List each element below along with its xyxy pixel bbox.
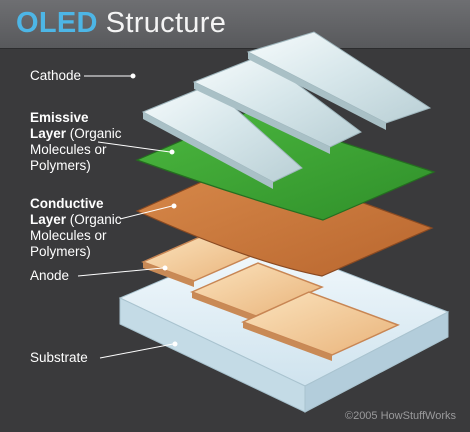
- conductive-polymers: Polymers): [30, 244, 91, 259]
- conductive-leader: [119, 205, 173, 220]
- emissive-layer-label: Emissive Layer (Organic Molecules or Pol…: [30, 110, 122, 174]
- copyright-notice: ©2005 HowStuffWorks: [344, 410, 456, 422]
- leader-lines: [77, 73, 178, 359]
- conductive-title: Conductive: [30, 196, 104, 211]
- conductive-layer-label: Conductive Layer (Organic Molecules or P…: [30, 196, 122, 260]
- substrate-label: Substrate: [30, 350, 88, 365]
- conductive-molecules: Molecules or: [30, 228, 107, 243]
- emissive-molecules: Molecules or: [30, 142, 107, 157]
- substrate-leader: [99, 343, 174, 359]
- anode-layer: [141, 232, 400, 361]
- cathode-dot: [130, 73, 136, 79]
- anode-leader: [77, 267, 164, 277]
- title-bar: OLED Structure: [0, 0, 470, 49]
- diagram-title: OLED Structure: [16, 7, 226, 40]
- emissive-organic: (Organic: [66, 126, 122, 141]
- conductive-organic: (Organic: [66, 212, 122, 227]
- anode-label: Anode: [30, 268, 70, 283]
- substrate-dot: [172, 341, 178, 347]
- title-accent: OLED: [16, 7, 98, 39]
- conductive-layer-word: Layer: [30, 212, 67, 227]
- cathode-label: Cathode: [30, 68, 82, 83]
- emissive-layer-word: Layer: [30, 126, 67, 141]
- emissive-dot: [169, 149, 175, 155]
- anode-dot: [162, 265, 168, 271]
- emissive-polymers: Polymers): [30, 158, 91, 173]
- cathode-layer: [141, 31, 432, 189]
- emissive-title: Emissive: [30, 110, 89, 125]
- title-rest: Structure: [105, 7, 227, 39]
- emissive-leader: [97, 141, 171, 153]
- conductive-dot: [171, 203, 177, 209]
